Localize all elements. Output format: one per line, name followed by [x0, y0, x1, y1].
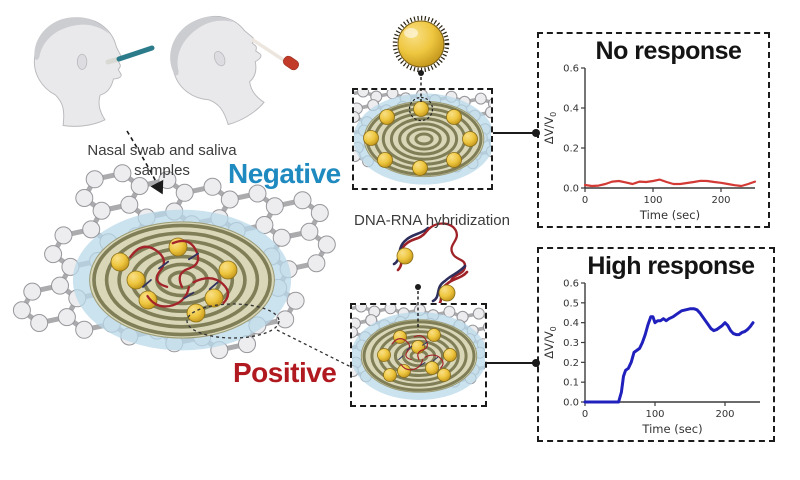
no-response-chart-title: No response — [595, 37, 742, 65]
svg-text:100: 100 — [645, 409, 664, 420]
sample-caption: Nasal swab and saliva samples — [87, 142, 237, 180]
svg-text:0.5: 0.5 — [563, 298, 579, 309]
high-response-chart-panel: High response 0.0 0.1 0.2 0.3 0.4 0.5 0.6 0 100 2… — [537, 247, 775, 442]
saliva-swab-head-illustration — [33, 17, 122, 127]
svg-text:0: 0 — [582, 195, 588, 206]
svg-text:200: 200 — [715, 409, 734, 420]
svg-text:0.1: 0.1 — [563, 378, 579, 389]
no-response-chart-panel: No response 0.0 0.2 0.4 0.6 0 100 200 Time (sec… — [537, 32, 770, 228]
gold-nanoparticle-icon — [392, 15, 450, 73]
svg-text:ΔV/V0: ΔV/V0 — [542, 112, 558, 145]
svg-text:0.2: 0.2 — [563, 358, 579, 369]
negative-label: Negative — [228, 158, 341, 189]
svg-text:0.4: 0.4 — [563, 104, 579, 115]
svg-text:0.4: 0.4 — [563, 318, 579, 329]
svg-text:0.6: 0.6 — [563, 279, 579, 290]
positive-sensor-icon — [352, 305, 485, 400]
nasal-swab-head-illustration — [170, 16, 265, 126]
svg-text:0.6: 0.6 — [563, 64, 579, 75]
positive-sensor-on-graphene-illustration — [72, 209, 292, 351]
svg-text:Time (sec): Time (sec) — [641, 422, 702, 436]
positive-sensor-zoom-box — [350, 303, 487, 407]
nasal-swab-icon — [251, 38, 299, 71]
negative-sensor-icon — [354, 90, 491, 185]
svg-text:0.0: 0.0 — [563, 184, 579, 195]
svg-text:100: 100 — [643, 195, 662, 206]
high-response-chart-title: High response — [587, 252, 755, 280]
high-response-plot: 0.0 0.1 0.2 0.3 0.4 0.5 0.6 0 100 200 Time (sec) ΔV… — [542, 279, 760, 436]
dna-rna-hybrid-icon — [392, 222, 469, 309]
no-response-plot: 0.0 0.2 0.4 0.6 0 100 200 Time (sec) ΔV/V0 — [542, 64, 757, 222]
svg-text:0.0: 0.0 — [563, 398, 579, 409]
svg-text:Time (sec): Time (sec) — [639, 208, 700, 222]
saliva-swab-icon — [105, 45, 155, 65]
negative-sensor-zoom-box — [352, 88, 493, 190]
svg-text:200: 200 — [711, 195, 730, 206]
hybridization-caption: DNA-RNA hybridization — [354, 212, 510, 229]
positive-label: Positive — [233, 357, 337, 388]
svg-text:0.2: 0.2 — [563, 144, 579, 155]
svg-text:0.3: 0.3 — [563, 338, 579, 349]
svg-text:ΔV/V0: ΔV/V0 — [542, 326, 558, 359]
svg-text:0: 0 — [582, 409, 588, 420]
